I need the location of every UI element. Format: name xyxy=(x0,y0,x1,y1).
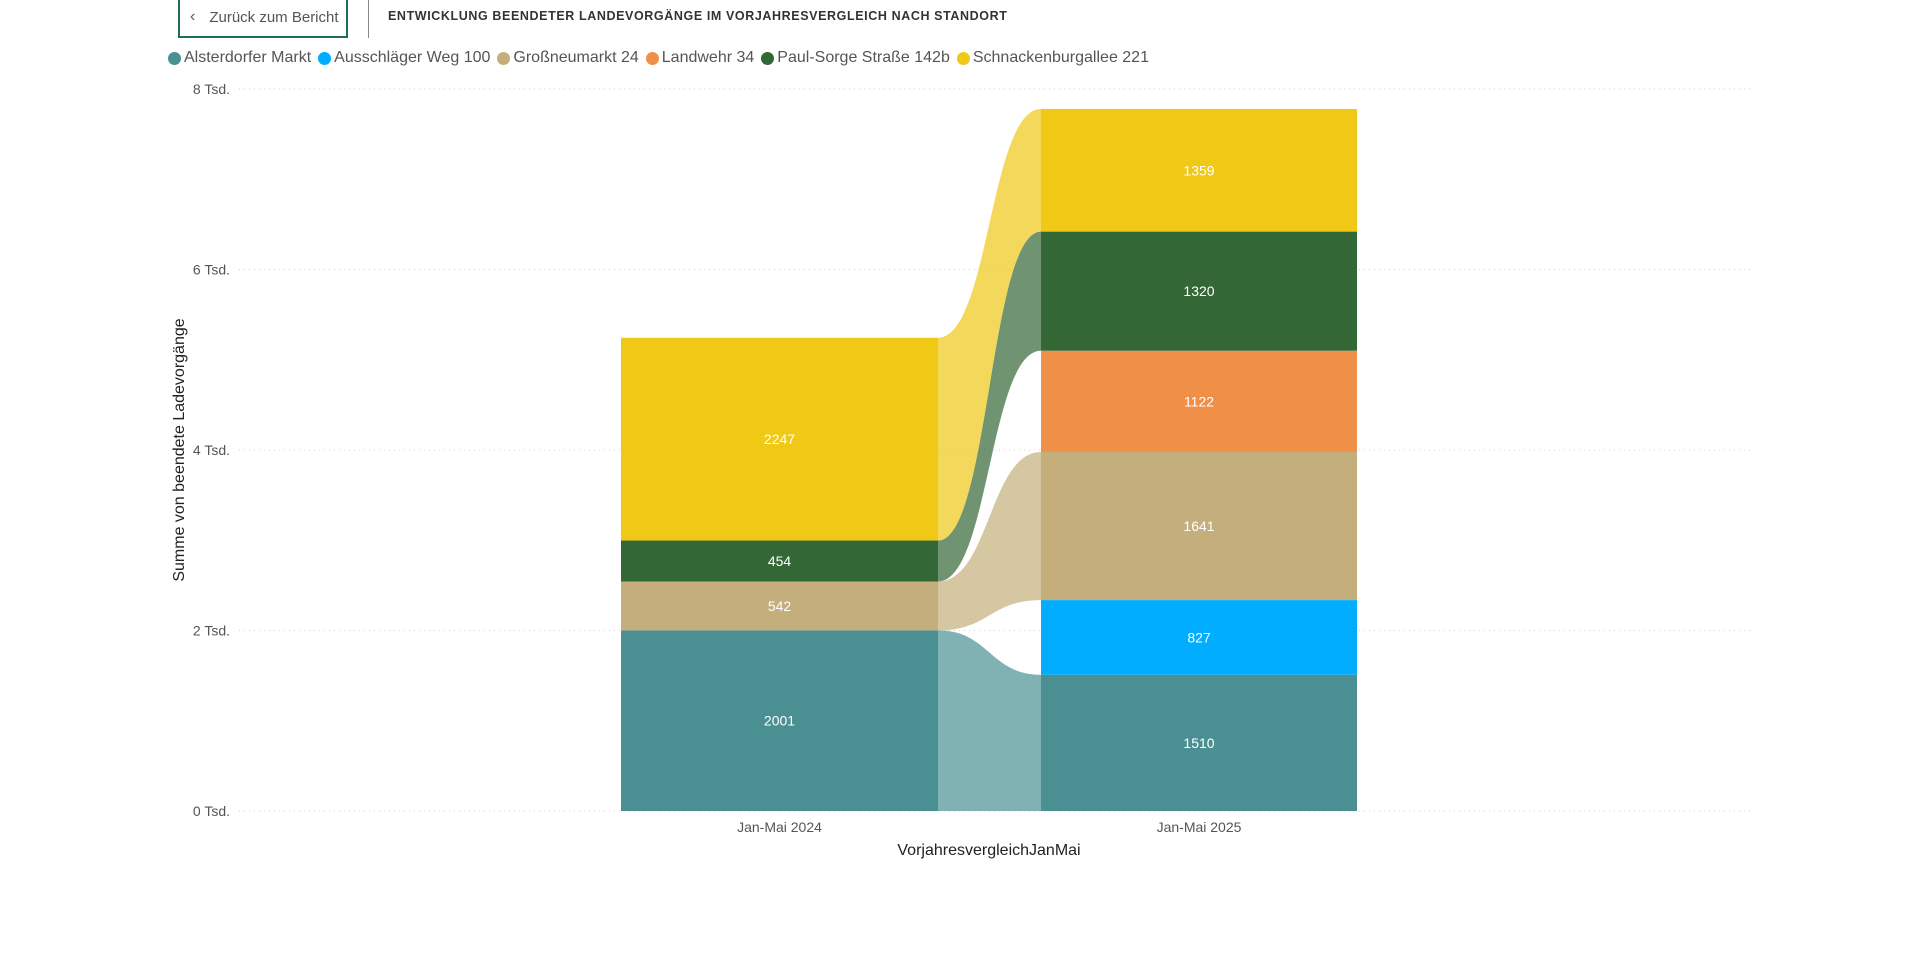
legend-label: Großneumarkt 24 xyxy=(513,49,639,66)
y-tick-label: 0 Tsd. xyxy=(193,803,230,819)
legend-label: Alsterdorfer Markt xyxy=(184,49,312,66)
bar-segment xyxy=(621,630,938,811)
bar-segment xyxy=(1041,451,1357,601)
legend-item[interactable]: Ausschläger Weg 100 xyxy=(318,49,490,67)
legend-item[interactable]: Landwehr 34 xyxy=(645,49,755,67)
data-label: 827 xyxy=(1187,629,1211,645)
y-tick-label: 4 Tsd. xyxy=(193,442,230,458)
y-tick-label: 8 Tsd. xyxy=(193,81,230,97)
bar-segment xyxy=(621,581,938,631)
legend-label: Landwehr 34 xyxy=(661,49,755,66)
data-label: 1359 xyxy=(1183,162,1214,178)
ribbon xyxy=(938,108,1041,541)
legend-dot-icon xyxy=(761,51,775,65)
legend-label: Schnackenburgallee 221 xyxy=(972,49,1149,66)
data-label: 454 xyxy=(768,553,792,569)
legend-dot-icon xyxy=(168,51,181,65)
legend-item[interactable]: Großneumarkt 24 xyxy=(497,49,639,67)
legend-label: Ausschläger Weg 100 xyxy=(334,49,491,66)
ribbon xyxy=(938,231,1041,582)
legend-dot-icon xyxy=(645,51,659,65)
data-label: 1641 xyxy=(1183,518,1214,534)
legend-label: Paul-Sorge Straße 142b xyxy=(777,49,950,66)
bar-segment xyxy=(1041,108,1357,232)
data-label: 2247 xyxy=(764,431,795,447)
data-label: 2001 xyxy=(764,713,795,729)
bar-segment xyxy=(621,337,938,541)
back-to-report-button[interactable]: ‹ Zurück zum Bericht xyxy=(178,0,348,38)
x-tick-label: Jan-Mai 2024 xyxy=(737,819,822,835)
y-axis-title: Summe von beendete Ladevorgänge xyxy=(171,318,188,581)
ribbon xyxy=(938,630,1041,811)
chart-title: ENTWICKLUNG BEENDETER LANDEVORGÄNGE IM V… xyxy=(388,9,1008,23)
x-tick-label: Jan-Mai 2025 xyxy=(1157,819,1242,835)
bar-segment xyxy=(1041,674,1357,811)
data-label: 1122 xyxy=(1184,393,1214,409)
bar-segment xyxy=(1041,350,1357,452)
data-label: 1320 xyxy=(1183,283,1214,299)
bar-segment xyxy=(621,540,938,582)
legend-item[interactable]: Paul-Sorge Straße 142b xyxy=(761,49,950,67)
y-tick-label: 6 Tsd. xyxy=(193,262,230,278)
ribbon xyxy=(938,451,1041,631)
bar-segment xyxy=(1041,231,1357,351)
legend: Alsterdorfer Markt Ausschläger Weg 100 Gro… xyxy=(168,49,1152,67)
legend-dot-icon xyxy=(318,51,332,65)
x-axis-title: VorjahresvergleichJanMai xyxy=(897,842,1080,859)
chevron-left-icon: ‹ xyxy=(190,8,196,25)
legend-item[interactable]: Schnackenburgallee 221 xyxy=(956,49,1149,67)
legend-dot-icon xyxy=(956,51,970,65)
back-button-label: Zurück zum Bericht xyxy=(209,8,339,26)
legend-dot-icon xyxy=(497,51,511,65)
bar-segment xyxy=(1041,600,1357,675)
data-label: 1510 xyxy=(1183,735,1214,751)
divider xyxy=(368,0,369,38)
data-label: 542 xyxy=(768,598,792,614)
legend-item[interactable]: Alsterdorfer Markt xyxy=(168,49,311,67)
y-tick-label: 2 Tsd. xyxy=(193,623,230,639)
